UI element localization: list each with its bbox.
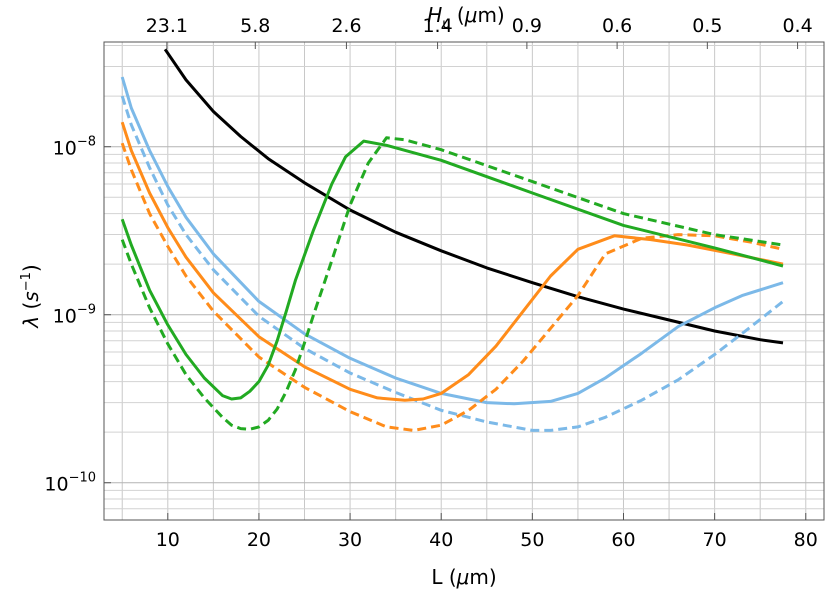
series-line-4	[120, 142, 784, 432]
x-tick-label: 50	[520, 529, 544, 551]
grid	[104, 42, 824, 521]
x-tick-label: 80	[794, 529, 818, 551]
series-line-2	[120, 95, 784, 432]
ticks	[104, 42, 807, 520]
series-line-3	[120, 121, 784, 402]
x-tick-label: 60	[611, 529, 635, 551]
top-tick-label: 0.4	[782, 15, 812, 37]
series-group	[120, 48, 784, 432]
x-axis-title: L (μm)	[431, 565, 496, 589]
series-line-5	[120, 139, 784, 401]
y-tick-label: 10−8	[53, 135, 96, 160]
x-tick-label: 40	[429, 529, 453, 551]
top-tick-label: 5.8	[240, 15, 270, 37]
top-tick-label: 2.6	[331, 15, 361, 37]
x-tick-label: 10	[156, 529, 180, 551]
top-tick-label: 1.4	[422, 15, 452, 37]
y-axis-title: λ (s−1)	[19, 264, 43, 328]
top-tick-label: 0.9	[512, 15, 542, 37]
x-tick-label: 30	[338, 529, 362, 551]
tick-labels: 10 20 30 40 50 60 70 80 23.1 5.8 2.6 1.4 0.9 0.6 0.5 0.…	[44, 15, 817, 551]
x-tick-label: 20	[247, 529, 271, 551]
top-tick-label: 0.6	[602, 15, 632, 37]
x-tick-label: 70	[703, 529, 727, 551]
top-axis-title: Hu (μm)	[427, 3, 505, 32]
y-tick-label: 10−10	[44, 471, 96, 496]
series-line-6	[120, 136, 784, 431]
top-tick-label: 0.5	[692, 15, 722, 37]
top-tick-label: 23.1	[146, 15, 188, 37]
y-tick-label: 10−9	[53, 303, 96, 328]
plot-frame	[103, 41, 825, 521]
